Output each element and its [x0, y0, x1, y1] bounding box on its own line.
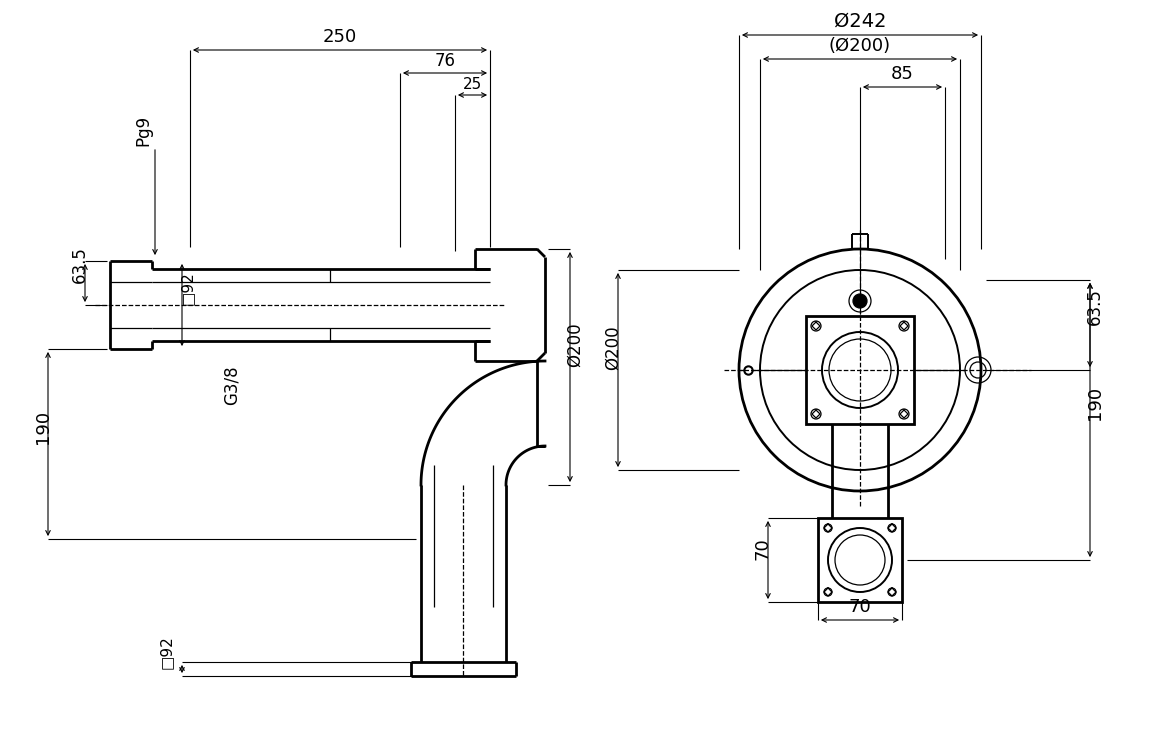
Text: 85: 85 [890, 65, 914, 83]
Text: Ø200: Ø200 [604, 326, 622, 370]
Circle shape [852, 294, 867, 308]
Text: 76: 76 [434, 52, 455, 70]
Text: 190: 190 [1086, 386, 1104, 420]
Text: Pg9: Pg9 [134, 115, 152, 145]
Text: 70: 70 [849, 598, 871, 616]
Text: 25: 25 [463, 77, 483, 92]
Text: Ø242: Ø242 [834, 12, 886, 31]
Bar [806, 316, 914, 424]
Text: Ø200: Ø200 [566, 323, 584, 367]
Text: 190: 190 [35, 410, 52, 444]
Text: G3/8: G3/8 [223, 365, 241, 405]
Text: (Ø200): (Ø200) [829, 37, 890, 55]
Text: 63.5: 63.5 [1086, 288, 1104, 325]
Text: 250: 250 [323, 28, 357, 46]
Text: □92: □92 [180, 271, 195, 305]
Text: □92: □92 [159, 635, 174, 669]
Bar [818, 518, 902, 602]
Text: 63.5: 63.5 [71, 246, 89, 283]
Text: 70: 70 [755, 537, 772, 560]
